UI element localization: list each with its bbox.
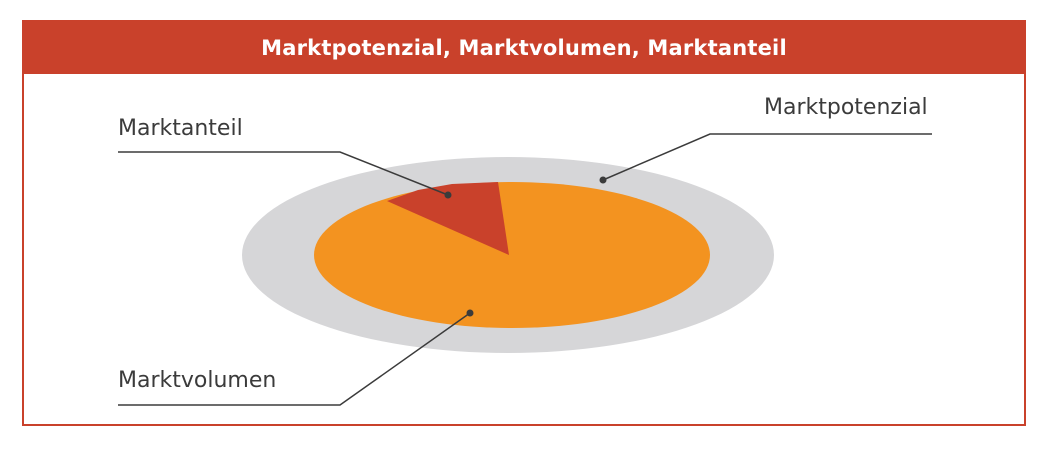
marktanteil-label: Marktanteil: [118, 116, 243, 141]
header-bar: Marktpotenzial, Marktvolumen, Marktantei…: [24, 22, 1024, 74]
diagram-title: Marktpotenzial, Marktvolumen, Marktantei…: [261, 36, 787, 60]
diagram-frame: Marktpotenzial, Marktvolumen, Marktantei…: [22, 20, 1026, 426]
marktvolumen-label: Marktvolumen: [118, 368, 277, 393]
marktpotenzial-label: Marktpotenzial: [764, 95, 928, 120]
